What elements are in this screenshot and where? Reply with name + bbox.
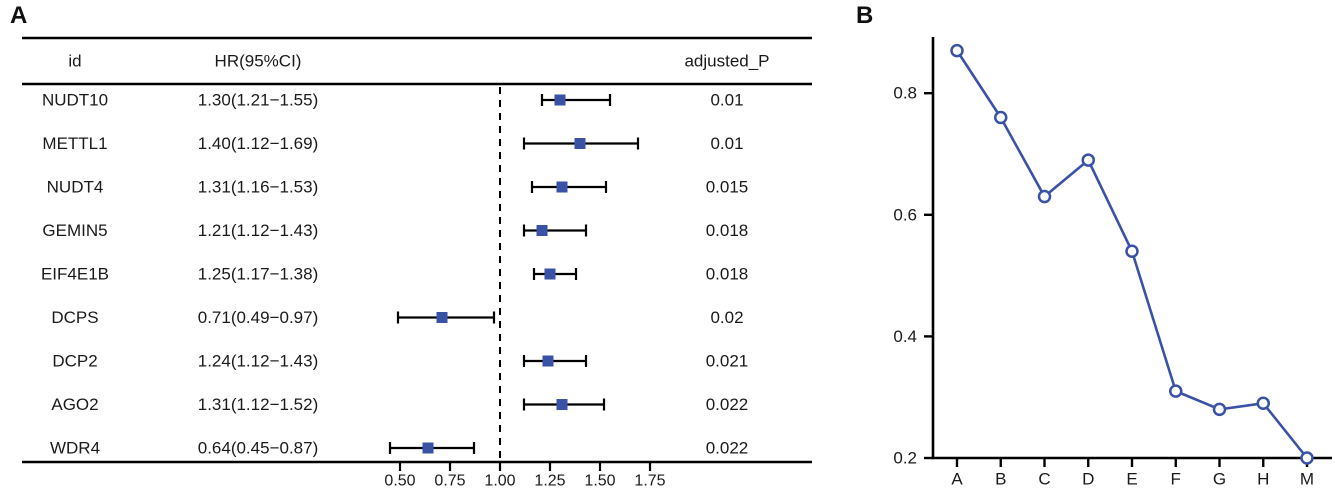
gene-id: NUDT4 — [47, 178, 104, 197]
x-tick-label: C — [1038, 470, 1050, 489]
line-chart: 0.8 0.6 0.4 0.2 A B C D E F G H M — [893, 37, 1332, 489]
x-tick-label: H — [1257, 470, 1269, 489]
hr-ci-value: 0.71(0.49−0.97) — [198, 308, 319, 327]
adjusted-p-value: 0.01 — [710, 91, 743, 110]
gene-id: AGO2 — [51, 395, 98, 414]
hr-ci-value: 1.31(1.12−1.52) — [198, 395, 319, 414]
y-tick-label: 0.2 — [893, 449, 917, 468]
x-tick-label: A — [951, 470, 963, 489]
hr-ci-value: 1.40(1.12−1.69) — [198, 134, 319, 153]
data-point-marker — [1081, 153, 1095, 167]
gene-id: WDR4 — [50, 439, 100, 458]
column-header-hrci: HR(95%CI) — [215, 52, 302, 71]
adjusted-p-value: 0.022 — [706, 395, 749, 414]
adjusted-p-value: 0.021 — [706, 352, 749, 371]
hr-marker-square — [556, 181, 568, 193]
axis-tick-label: 0.75 — [434, 473, 465, 490]
table-row: DCPS 0.71(0.49−0.97) 0.02 — [51, 308, 743, 327]
panel-b-label: B — [856, 2, 874, 29]
hr-marker-square — [556, 399, 568, 410]
data-point-marker — [950, 43, 964, 58]
hr-marker-square — [536, 225, 548, 236]
table-row: AGO2 1.31(1.12−1.52) 0.022 — [51, 395, 748, 414]
x-tick-label: G — [1213, 470, 1226, 489]
gene-id: DCP2 — [52, 352, 97, 371]
data-point-marker — [1169, 384, 1183, 398]
hr-marker-square — [554, 94, 566, 106]
adjusted-p-value: 0.018 — [706, 221, 749, 240]
hr-marker-square — [422, 442, 434, 454]
hr-ci-value: 1.30(1.21−1.55) — [198, 91, 319, 110]
axis-tick-label: 1.25 — [534, 473, 565, 490]
table-row: EIF4E1B 1.25(1.17−1.38) 0.018 — [41, 265, 748, 284]
axis-tick-label: 1.50 — [584, 473, 615, 490]
hr-ci-value: 0.64(0.45−0.87) — [198, 439, 319, 458]
axis-tick-label: 1.00 — [484, 473, 515, 490]
hr-ci-value: 1.25(1.17−1.38) — [198, 265, 319, 284]
gene-id: EIF4E1B — [41, 265, 109, 284]
table-row: WDR4 0.64(0.45−0.87) 0.022 — [50, 439, 748, 458]
table-row: DCP2 1.24(1.12−1.43) 0.021 — [52, 352, 748, 371]
hr-ci-value: 1.31(1.16−1.53) — [198, 178, 319, 197]
gene-id: GEMIN5 — [42, 221, 107, 240]
forest-plot: id HR(95%CI) adjusted_P NUDT10 1.30(1.21−1.5… — [22, 36, 812, 490]
adjusted-p-value: 0.01 — [710, 134, 743, 153]
hr-marker-square — [542, 355, 554, 367]
x-tick-label: M — [1300, 470, 1314, 489]
adjusted-p-value: 0.018 — [706, 265, 749, 284]
table-row: NUDT4 1.31(1.16−1.53) 0.015 — [47, 178, 749, 197]
gene-id: DCPS — [51, 308, 98, 327]
x-tick-label: E — [1126, 470, 1137, 489]
x-tick-label: F — [1171, 470, 1181, 489]
gene-id: NUDT10 — [42, 91, 108, 110]
axis-tick-label: 1.75 — [634, 473, 665, 490]
data-point-marker — [1256, 396, 1270, 411]
data-point-marker — [1037, 189, 1052, 204]
x-tick-label: D — [1082, 470, 1094, 489]
panel-a-label: A — [10, 2, 28, 29]
adjusted-p-value: 0.02 — [710, 308, 743, 327]
x-tick-label: B — [995, 470, 1006, 489]
table-row: GEMIN5 1.21(1.12−1.43) 0.018 — [42, 221, 748, 240]
table-row: METTL1 1.40(1.12−1.69) 0.01 — [42, 134, 743, 153]
column-header-adjustedp: adjusted_P — [684, 52, 769, 71]
y-tick-label: 0.8 — [893, 84, 917, 103]
data-point-marker — [1212, 402, 1227, 417]
axis-tick-label: 0.50 — [384, 473, 415, 490]
hr-marker-square — [544, 268, 556, 280]
adjusted-p-value: 0.022 — [706, 439, 749, 458]
y-tick-label: 0.4 — [893, 327, 917, 346]
gene-id: METTL1 — [42, 134, 107, 153]
hr-ci-value: 1.21(1.12−1.43) — [198, 221, 319, 240]
hr-marker-square — [436, 312, 448, 323]
table-row: NUDT10 1.30(1.21−1.55) 0.01 — [42, 91, 744, 110]
data-point-marker — [994, 110, 1008, 125]
data-point-marker — [1300, 451, 1314, 465]
hr-marker-square — [574, 138, 586, 149]
column-header-id: id — [68, 52, 81, 71]
adjusted-p-value: 0.015 — [706, 178, 749, 197]
hr-ci-value: 1.24(1.12−1.43) — [198, 352, 319, 371]
data-point-marker — [1125, 244, 1139, 259]
y-tick-label: 0.6 — [893, 205, 917, 224]
